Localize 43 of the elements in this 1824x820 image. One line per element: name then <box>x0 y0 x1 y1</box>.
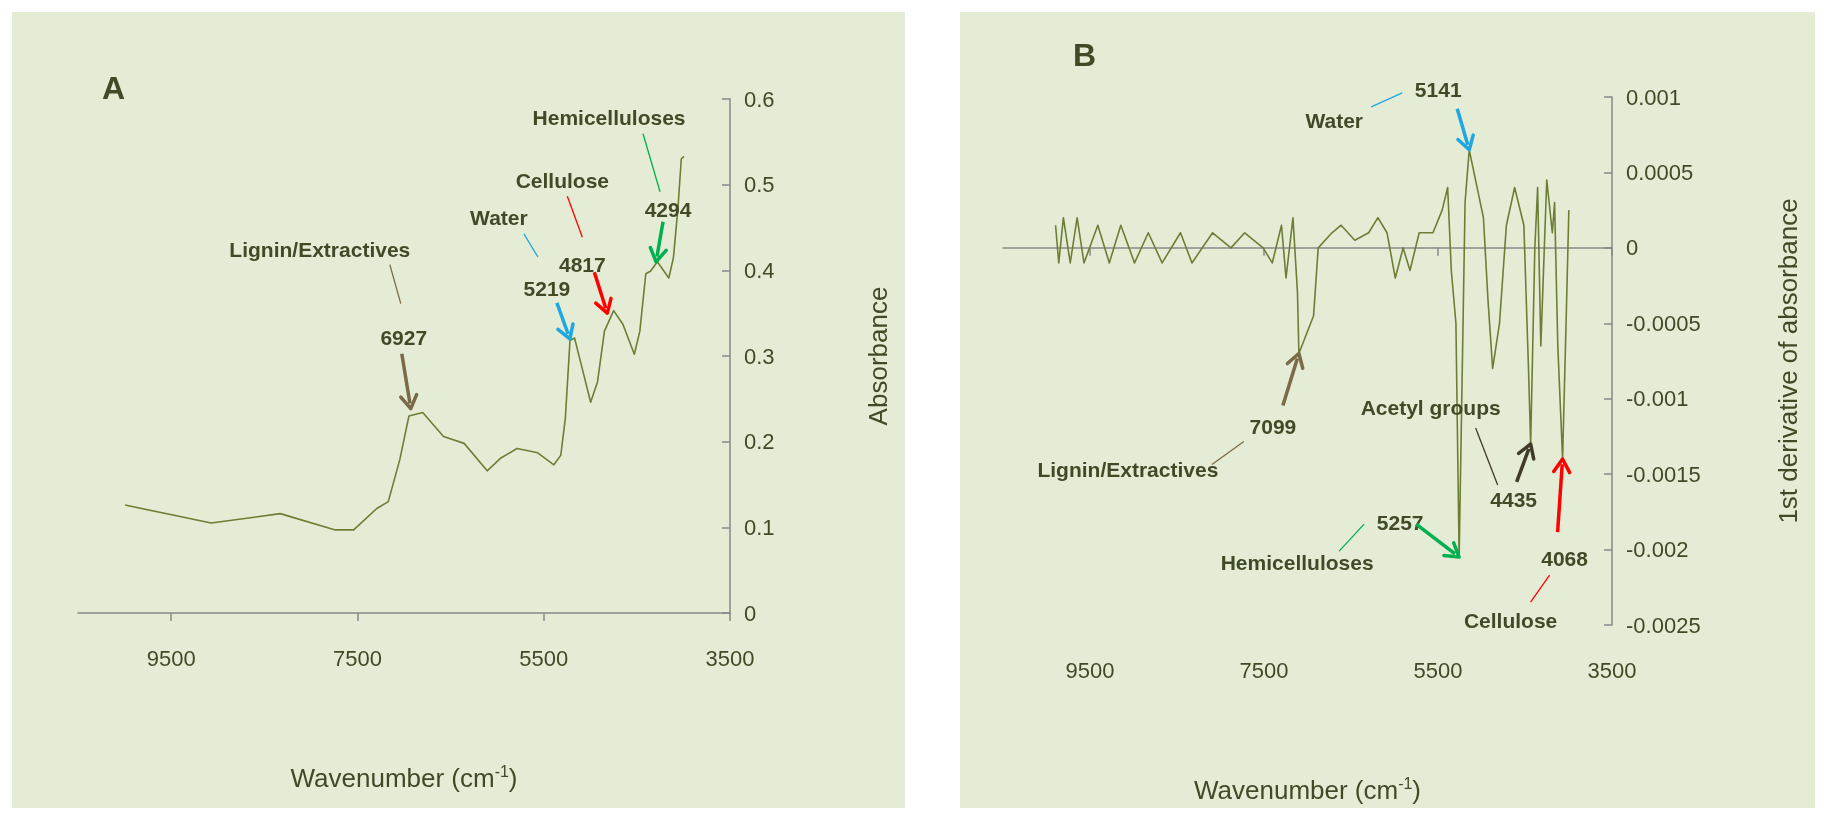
x-tick-label: 7500 <box>332 645 382 671</box>
annotation: 5141 <box>1414 78 1462 102</box>
y-axis-title: Absorbance <box>863 286 893 426</box>
y-tick-label: 0.3 <box>744 343 775 369</box>
x-tick-label: 3500 <box>705 645 755 671</box>
y-tick-label: 0 <box>744 600 757 626</box>
chart-title: B <box>1073 37 1097 73</box>
y-tick-label: 0.001 <box>1626 84 1682 110</box>
annotation: 5257 <box>1376 510 1424 534</box>
annotation: 7099 <box>1249 414 1297 438</box>
y-tick-label: -0.0025 <box>1626 612 1701 638</box>
annotation: Cellulose <box>515 168 610 192</box>
annotation: Hemicelluloses <box>532 106 686 130</box>
y-tick-label: -0.002 <box>1626 537 1689 563</box>
annotation: 4435 <box>1490 488 1538 512</box>
y-tick-label: 0.1 <box>744 514 775 540</box>
y-tick-label: 0.5 <box>744 172 775 198</box>
annotation: 5219 <box>523 277 571 301</box>
x-tick-label: 7500 <box>1239 657 1289 683</box>
y-tick-label: 0.2 <box>744 429 775 455</box>
annotation: Water <box>470 206 528 230</box>
annotation: Lignin/Extractives <box>1037 457 1219 481</box>
y-tick-label: 0.4 <box>744 257 775 283</box>
y-tick-label: -0.0005 <box>1626 310 1701 336</box>
y-tick-label: -0.0015 <box>1626 461 1701 487</box>
annotation: 4817 <box>558 252 606 276</box>
annotation: Lignin/Extractives <box>229 238 411 262</box>
y-axis-title: 1st derivative of absorbance <box>1773 198 1803 524</box>
x-tick-label: 3500 <box>1587 657 1637 683</box>
y-tick-label: -0.001 <box>1626 386 1689 412</box>
annotation: Water <box>1305 109 1364 133</box>
x-tick-label: 5500 <box>519 645 569 671</box>
annotation: 4068 <box>1541 546 1589 570</box>
x-tick-label: 9500 <box>146 645 196 671</box>
x-tick-label: 9500 <box>1065 657 1115 683</box>
chart-title: A <box>102 70 126 106</box>
y-tick-label: 0 <box>1626 235 1639 261</box>
x-tick-label: 5500 <box>1413 657 1463 683</box>
y-tick-label: 0.6 <box>744 86 775 112</box>
annotation: Cellulose <box>1463 608 1558 632</box>
annotation: 6927 <box>380 326 428 350</box>
annotation: Hemicelluloses <box>1220 550 1374 574</box>
y-tick-label: 0.0005 <box>1626 159 1694 185</box>
